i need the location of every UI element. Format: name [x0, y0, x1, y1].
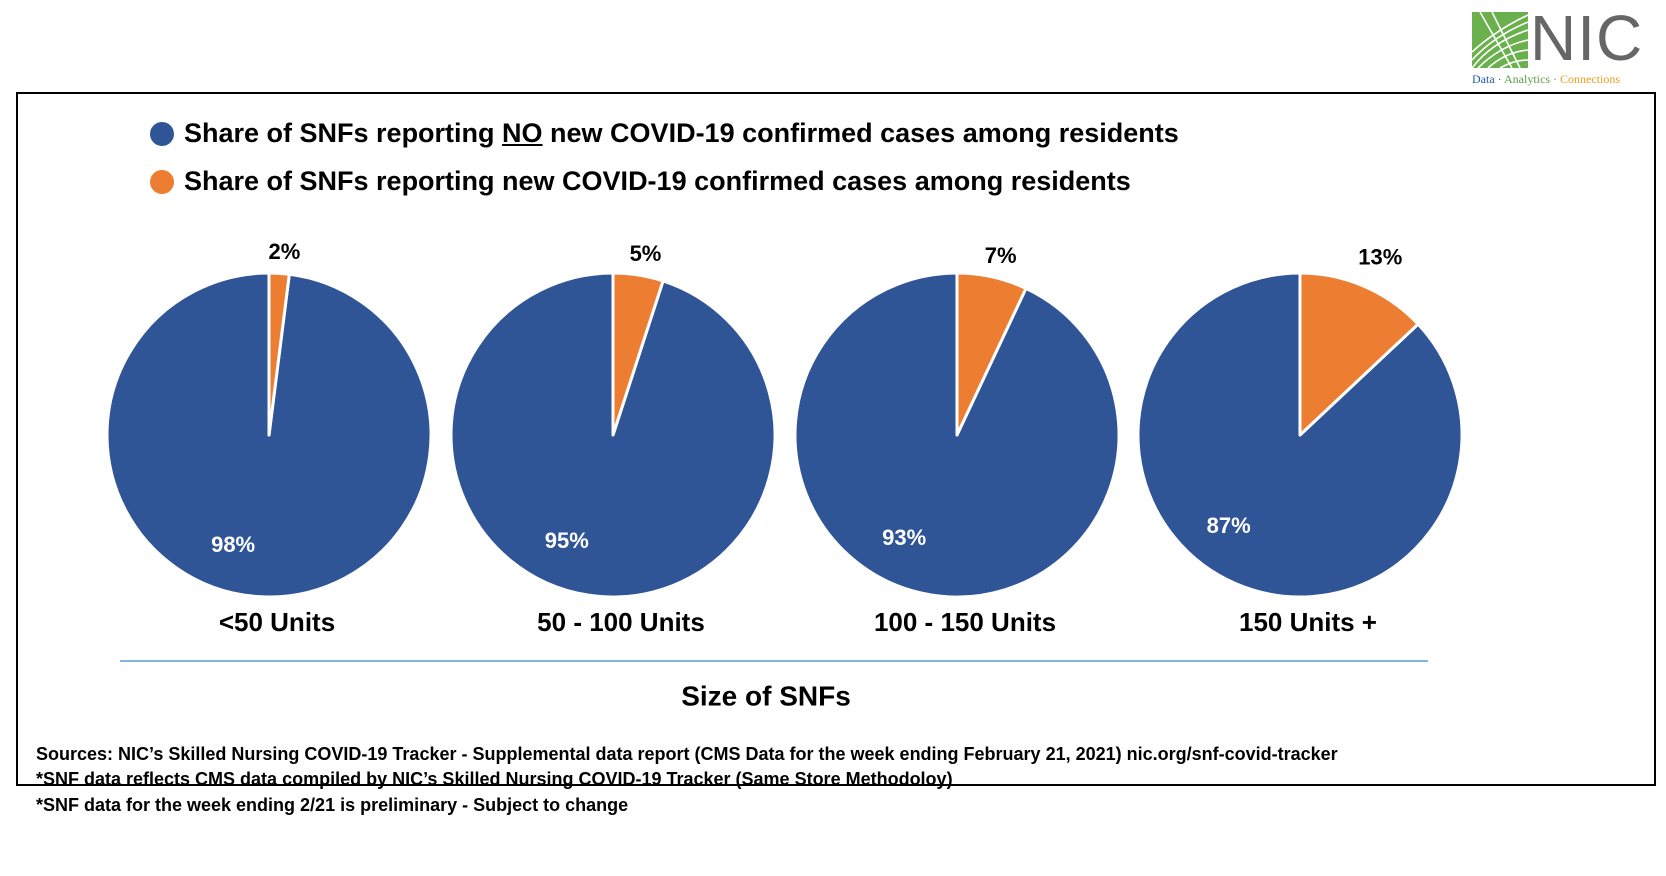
data-label-no-cases: 93% [882, 525, 926, 550]
footnote-preliminary: *SNF data for the week ending 2/21 is pr… [36, 795, 629, 815]
x-axis-title: Size of SNFs [681, 680, 851, 711]
data-label-no-cases: 98% [211, 532, 255, 557]
category-label: 100 - 150 Units [874, 607, 1056, 637]
legend-item-no-cases: Share of SNFs reporting NO new COVID-19 … [150, 118, 1179, 149]
category-label: 150 Units + [1239, 607, 1377, 637]
category-label: <50 Units [219, 607, 335, 637]
category-label: 50 - 100 Units [537, 607, 705, 637]
pie-slice-new-cases [267, 271, 291, 437]
data-label-no-cases: 87% [1207, 513, 1251, 538]
nic-logo-mark-icon [1472, 12, 1528, 68]
footnote-methodology: *SNF data reflects CMS data compiled by … [36, 769, 953, 789]
pie-slice-new-cases [955, 271, 1028, 437]
chart-frame [16, 92, 1656, 786]
footnote-sources: Sources: NIC’s Skilled Nursing COVID-19 … [36, 744, 1338, 764]
data-label-new-cases: 7% [985, 243, 1017, 268]
pie-4: 13% 87% 150 Units + [1136, 245, 1464, 637]
legend-label-new-cases: Share of SNFs reporting new COVID-19 con… [184, 166, 1131, 196]
nic-logo-tagline: Data · Analytics · Connections [1472, 72, 1620, 86]
pie-2: 5% 95% 50 - 100 Units [449, 241, 777, 637]
pie-slice-new-cases [611, 271, 665, 437]
nic-logo-text: NIC [1530, 2, 1644, 74]
legend-item-new-cases: Share of SNFs reporting new COVID-19 con… [150, 166, 1131, 197]
data-label-new-cases: 13% [1358, 245, 1402, 270]
data-label-new-cases: 2% [269, 239, 301, 264]
nic-logo: NIC Data · Analytics · Connections [1472, 2, 1658, 88]
legend-label-no-cases: Share of SNFs reporting NO new COVID-19 … [184, 118, 1179, 148]
legend-swatch-new-cases [150, 169, 174, 194]
pie-3: 7% 93% 100 - 150 Units [793, 243, 1121, 637]
pie-1: 2% 98% <50 Units [105, 239, 433, 637]
data-label-no-cases: 95% [545, 528, 589, 553]
pie-slice-new-cases [1298, 271, 1420, 437]
legend-swatch-no-cases [150, 121, 174, 146]
data-label-new-cases: 5% [630, 241, 662, 266]
